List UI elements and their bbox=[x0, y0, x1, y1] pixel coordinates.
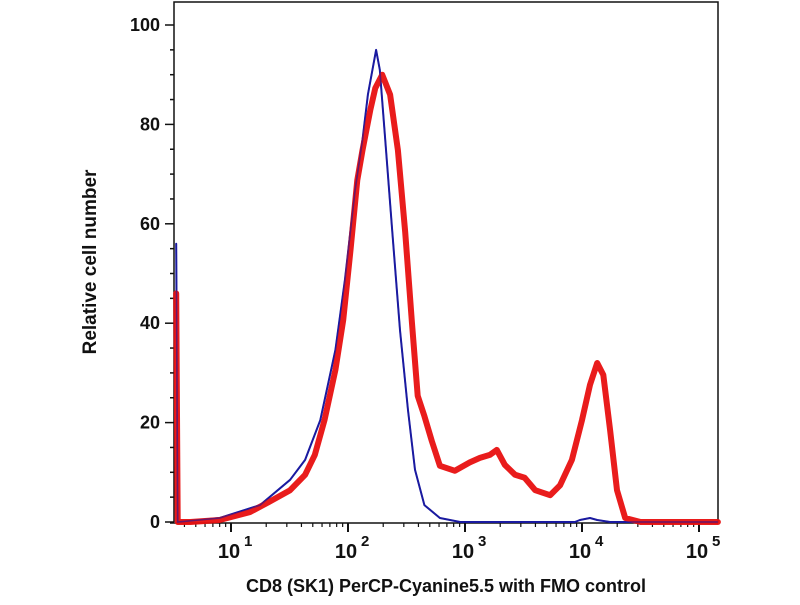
y-tick-label: 20 bbox=[140, 413, 160, 433]
x-tick-exponent: 3 bbox=[478, 533, 486, 550]
y-tick-label: 0 bbox=[150, 512, 160, 532]
x-tick-exponent: 2 bbox=[361, 533, 369, 550]
plot-frame bbox=[170, 1, 719, 524]
x-tick-label: 10 bbox=[569, 541, 591, 563]
x-tick-exponent: 5 bbox=[712, 533, 720, 550]
x-tick-exponent: 4 bbox=[595, 533, 604, 550]
x-axis-title: CD8 (SK1) PerCP-Cyanine5.5 with FMO cont… bbox=[246, 576, 646, 596]
plot-border bbox=[173, 1, 719, 522]
y-axis: 0 20 40 60 80 100 bbox=[130, 15, 174, 532]
series-line-cd8-stained bbox=[173, 71, 721, 525]
x-tick-label: 10 bbox=[452, 541, 474, 563]
x-tick-exponent: 1 bbox=[244, 533, 252, 550]
y-tick-label: 80 bbox=[140, 114, 160, 134]
y-axis-title: Relative cell number bbox=[80, 169, 101, 354]
x-tick-label: 10 bbox=[335, 541, 357, 563]
x-axis: 10 1 10 2 10 3 10 4 10 5 bbox=[183, 523, 720, 563]
series-line-fmo-control bbox=[175, 48, 719, 523]
x-tick-label: 10 bbox=[686, 541, 708, 563]
x-tick-label: 10 bbox=[218, 541, 240, 563]
series-line-fmo-overlay bbox=[175, 49, 718, 523]
y-tick-label: 40 bbox=[140, 313, 160, 333]
series-layer bbox=[173, 48, 721, 525]
y-tick-label: 100 bbox=[130, 15, 160, 35]
y-tick-label: 60 bbox=[140, 214, 160, 234]
